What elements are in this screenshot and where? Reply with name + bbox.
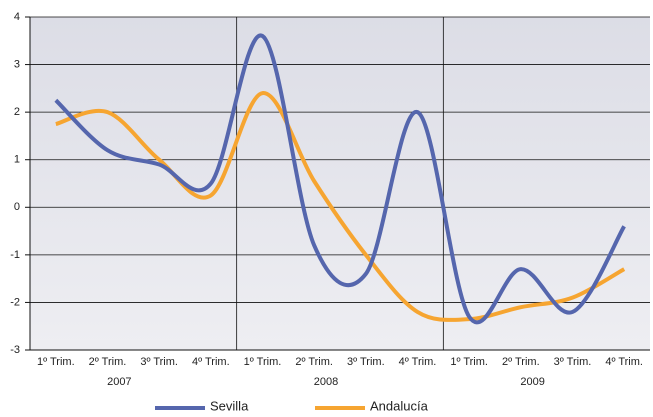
year-label: 2008 [314,376,338,388]
y-tick-label: 3 [14,58,20,70]
x-tick-label: 3º Trim. [140,356,178,368]
y-tick-label: -1 [10,249,20,261]
legend-label: Andalucía [370,398,429,413]
x-tick-label: 3º Trim. [347,356,385,368]
y-tick-label: -2 [10,296,20,308]
x-tick-label: 4º Trim. [399,356,437,368]
x-tick-label: 1º Trim. [244,356,282,368]
series-line [55,91,626,322]
year-label: 2009 [520,376,544,388]
x-tick-label: 1º Trim. [450,356,488,368]
x-tick-label: 4º Trim. [605,356,643,368]
y-tick-label: 2 [14,106,20,118]
x-tick-label: 2º Trim. [295,356,333,368]
y-tick-label: 4 [14,11,20,23]
x-tick-label: 1º Trim. [37,356,75,368]
x-tick-label: 4º Trim. [192,356,230,368]
x-tick-label: 3º Trim. [554,356,592,368]
year-label: 2007 [107,376,131,388]
y-tick-label: 0 [14,201,20,213]
series-line [54,33,626,325]
y-tick-label: -3 [10,344,20,356]
legend-label: Sevilla [210,398,249,413]
x-tick-label: 2º Trim. [502,356,540,368]
y-tick-label: 1 [14,154,20,166]
x-tick-label: 2º Trim. [89,356,127,368]
